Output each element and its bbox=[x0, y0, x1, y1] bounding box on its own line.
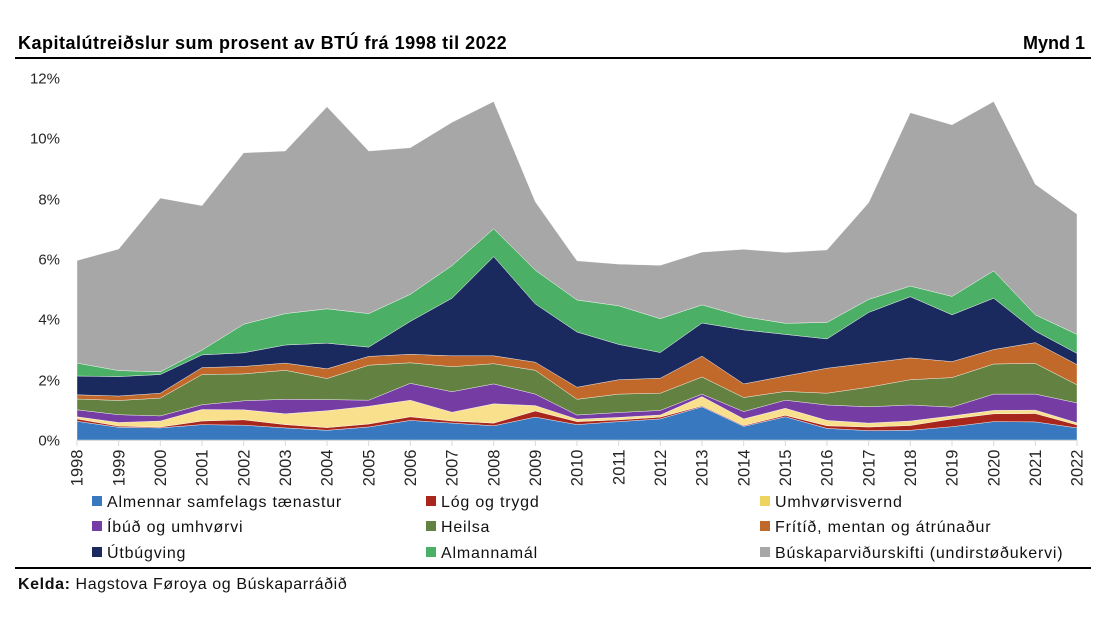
svg-text:2010: 2010 bbox=[569, 450, 587, 487]
svg-text:2011: 2011 bbox=[610, 450, 628, 485]
svg-text:2018: 2018 bbox=[902, 450, 920, 487]
svg-text:2019: 2019 bbox=[944, 450, 962, 487]
svg-text:0%: 0% bbox=[38, 432, 60, 449]
svg-text:4%: 4% bbox=[38, 311, 60, 328]
svg-text:2008: 2008 bbox=[485, 450, 503, 487]
svg-text:2003: 2003 bbox=[277, 450, 295, 487]
svg-text:2009: 2009 bbox=[527, 450, 545, 487]
svg-text:1999: 1999 bbox=[110, 450, 128, 487]
svg-text:2001: 2001 bbox=[194, 450, 212, 487]
svg-text:12%: 12% bbox=[30, 70, 60, 87]
svg-text:2002: 2002 bbox=[235, 450, 253, 487]
svg-text:2006: 2006 bbox=[402, 450, 420, 487]
svg-text:2021: 2021 bbox=[1027, 450, 1045, 487]
svg-text:2004: 2004 bbox=[319, 450, 337, 487]
svg-text:2020: 2020 bbox=[985, 450, 1003, 487]
svg-text:2000: 2000 bbox=[152, 450, 170, 487]
svg-text:6%: 6% bbox=[38, 251, 60, 268]
svg-text:2016: 2016 bbox=[819, 450, 837, 487]
svg-text:2017: 2017 bbox=[860, 450, 878, 487]
svg-text:1998: 1998 bbox=[69, 450, 87, 487]
svg-text:8%: 8% bbox=[38, 191, 60, 208]
svg-text:2015: 2015 bbox=[777, 450, 795, 487]
svg-text:2013: 2013 bbox=[694, 450, 712, 487]
svg-text:2022: 2022 bbox=[1069, 450, 1087, 487]
svg-text:2014: 2014 bbox=[735, 450, 753, 487]
svg-text:10%: 10% bbox=[30, 130, 60, 147]
svg-text:2012: 2012 bbox=[652, 450, 670, 487]
svg-text:2007: 2007 bbox=[444, 450, 462, 487]
svg-text:2005: 2005 bbox=[360, 450, 378, 487]
svg-text:2%: 2% bbox=[38, 372, 60, 389]
